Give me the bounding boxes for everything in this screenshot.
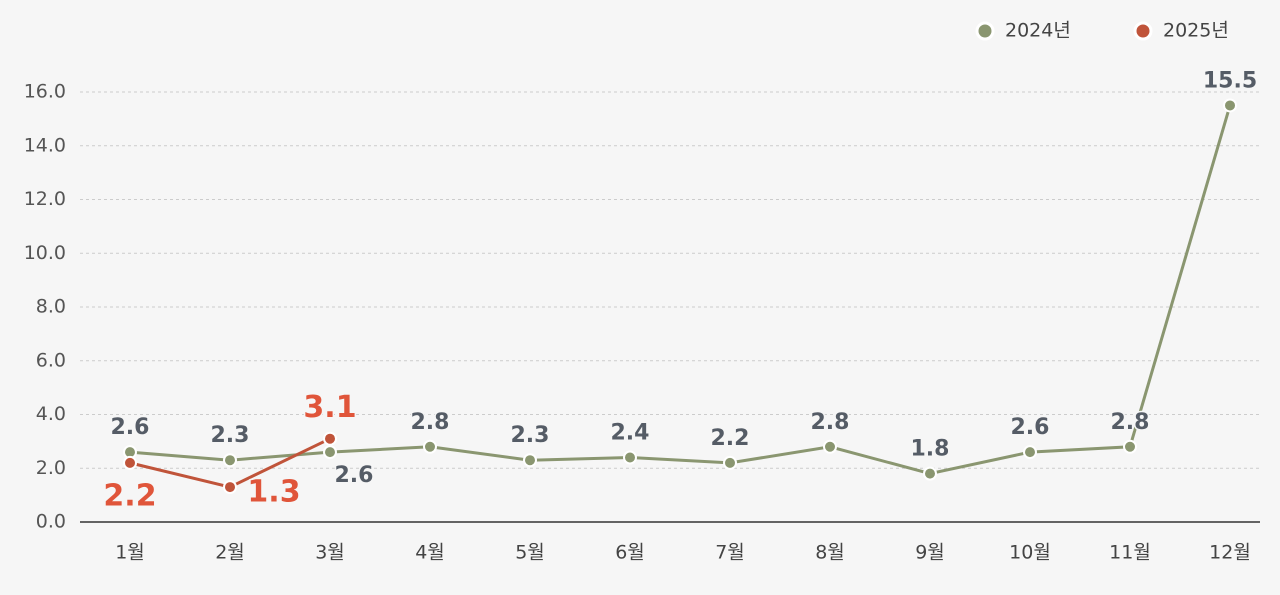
data-label: 2.2 — [103, 478, 156, 513]
data-label: 3.1 — [303, 390, 356, 425]
point — [523, 453, 537, 468]
point — [423, 439, 437, 454]
x-tick-label: 3월 — [315, 542, 345, 564]
legend-marker — [975, 21, 995, 41]
point — [123, 455, 137, 470]
data-label: 2.8 — [811, 410, 850, 435]
y-tick-label: 2.0 — [36, 457, 66, 479]
data-label: 2.6 — [111, 415, 150, 440]
x-tick-label: 6월 — [615, 542, 645, 564]
data-label: 15.5 — [1203, 68, 1257, 93]
y-tick-label: 8.0 — [36, 296, 66, 318]
x-tick-label: 11월 — [1109, 542, 1151, 564]
x-tick-label: 5월 — [515, 542, 545, 564]
x-tick-label: 7월 — [715, 542, 745, 564]
point — [223, 480, 237, 495]
x-tick-label: 10월 — [1009, 542, 1051, 564]
x-tick-label: 9월 — [915, 542, 945, 564]
series-line — [129, 105, 1232, 476]
data-label: 2.3 — [211, 423, 250, 448]
point — [1123, 439, 1137, 454]
y-tick-label: 6.0 — [36, 349, 66, 371]
point — [1023, 445, 1037, 460]
legend-label: 2024년 — [1005, 20, 1071, 42]
y-tick-label: 4.0 — [36, 403, 66, 425]
point — [823, 439, 837, 454]
data-label: 2.8 — [411, 410, 450, 435]
data-label: 2.8 — [1111, 410, 1150, 435]
x-tick-label: 8월 — [815, 542, 845, 564]
y-tick-label: 0.0 — [36, 511, 66, 533]
y-tick-label: 12.0 — [24, 188, 66, 210]
point — [723, 455, 737, 470]
point — [1223, 98, 1237, 113]
legend-marker — [1133, 21, 1153, 41]
y-tick-label: 16.0 — [24, 81, 66, 103]
x-tick-label: 12월 — [1209, 542, 1251, 564]
y-tick-label: 14.0 — [24, 134, 66, 156]
point — [323, 445, 337, 460]
point — [623, 450, 637, 465]
x-tick-label: 1월 — [115, 542, 145, 564]
data-label: 2.6 — [335, 463, 374, 488]
data-label: 1.3 — [247, 475, 300, 510]
data-label: 2.4 — [611, 421, 650, 446]
data-label: 2.3 — [511, 423, 550, 448]
legend-label: 2025년 — [1163, 20, 1229, 42]
data-label: 2.2 — [711, 426, 750, 451]
point — [323, 431, 337, 446]
x-tick-label: 4월 — [415, 542, 445, 564]
point — [223, 453, 237, 468]
y-tick-label: 10.0 — [24, 242, 66, 264]
x-tick-label: 2월 — [215, 542, 245, 564]
data-label: 1.8 — [911, 437, 950, 462]
data-label: 2.6 — [1011, 415, 1050, 440]
point — [923, 466, 937, 481]
